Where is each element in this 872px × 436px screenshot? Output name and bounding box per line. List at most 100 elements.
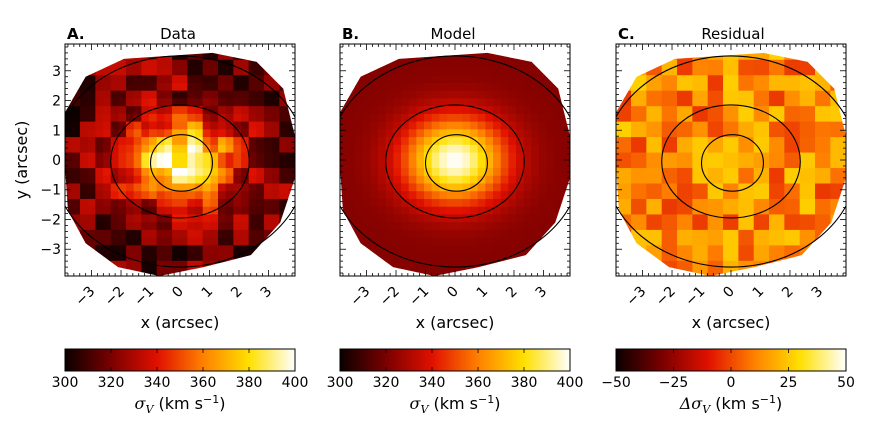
map-cell: [164, 175, 173, 184]
map-cell: [195, 206, 204, 215]
map-cell: [631, 159, 640, 169]
map-cell: [746, 136, 755, 145]
map-cell: [287, 229, 295, 238]
map-cell: [776, 121, 785, 130]
map-cell: [241, 190, 250, 199]
map-cell: [769, 66, 778, 76]
map-cell: [409, 44, 417, 52]
map-cell: [95, 136, 104, 145]
map-cell: [218, 267, 227, 276]
map-cell: [730, 182, 739, 192]
map-cell: [362, 74, 371, 83]
map-cell: [638, 237, 647, 246]
map-cell: [516, 82, 525, 91]
map-cell: [646, 44, 654, 52]
map-cell: [248, 74, 257, 83]
map-cell: [654, 144, 663, 153]
map-cell: [654, 198, 663, 207]
map-cell: [477, 213, 486, 223]
map-cell: [110, 52, 119, 60]
map-cell: [248, 190, 257, 199]
map-cell: [462, 182, 471, 192]
map-cell: [746, 252, 755, 261]
map-cell: [684, 198, 693, 207]
map-cell: [500, 167, 509, 176]
map-cell: [279, 82, 288, 91]
map-cell: [195, 175, 204, 184]
map-cell: [156, 167, 165, 176]
map-cell: [118, 175, 127, 184]
map-cell: [470, 105, 479, 114]
map-cell: [362, 198, 371, 207]
map-cell: [677, 52, 686, 60]
map-cell: [340, 44, 348, 52]
map-cell: [401, 121, 410, 130]
map-cell: [202, 121, 211, 130]
map-cell: [287, 237, 295, 246]
map-cell: [523, 144, 532, 153]
map-cell: [103, 175, 112, 184]
map-cell: [746, 82, 755, 91]
map-cell: [546, 128, 555, 138]
map-cell: [187, 244, 196, 254]
map-cell: [393, 167, 402, 176]
map-cell: [523, 175, 532, 184]
map-cell: [531, 175, 540, 184]
map-cell: [654, 151, 663, 161]
map-cell: [202, 97, 211, 107]
map-cell: [393, 105, 402, 114]
map-cell: [72, 190, 81, 199]
map-cell: [378, 82, 387, 91]
map-cell: [271, 159, 280, 169]
map-cell: [416, 144, 425, 153]
map-cell: [195, 90, 204, 99]
map-cell: [830, 190, 839, 199]
map-cell: [830, 128, 839, 138]
map-cell: [264, 167, 273, 176]
map-cell: [631, 244, 640, 254]
map-cell: [256, 151, 265, 161]
map-cell: [723, 128, 732, 138]
map-cell: [500, 90, 509, 99]
map-cell: [838, 252, 846, 261]
map-cell: [454, 113, 463, 122]
map-cell: [462, 159, 471, 169]
map-cell: [210, 252, 219, 261]
map-cell: [287, 144, 295, 153]
map-cell: [156, 151, 165, 161]
map-cell: [746, 113, 755, 122]
map-cell: [287, 74, 295, 83]
map-cell: [753, 97, 762, 107]
map-cell: [807, 206, 816, 215]
map-cell: [546, 59, 555, 68]
map-cell: [87, 74, 96, 83]
map-cell: [776, 136, 785, 145]
map-cell: [730, 229, 739, 238]
map-cell: [118, 237, 127, 246]
map-cell: [233, 113, 242, 122]
map-cell: [65, 267, 73, 276]
map-cell: [118, 144, 127, 153]
map-cell: [279, 237, 288, 246]
map-cell: [769, 221, 778, 230]
map-cell: [554, 167, 563, 176]
map-cell: [87, 136, 96, 145]
map-cell: [723, 182, 732, 192]
map-cell: [156, 113, 165, 122]
map-cell: [554, 52, 563, 60]
map-cell: [830, 151, 839, 161]
map-cell: [677, 136, 686, 145]
map-cell: [164, 267, 173, 276]
map-cell: [218, 175, 227, 184]
map-cell: [195, 229, 204, 238]
map-cell: [784, 244, 793, 254]
map-cell: [631, 221, 640, 230]
map-cell: [385, 52, 394, 60]
map-cell: [692, 66, 701, 76]
map-cell: [692, 267, 701, 276]
map-cell: [447, 175, 456, 184]
map-cell: [378, 144, 387, 153]
map-cell: [72, 175, 81, 184]
map-cell: [431, 90, 440, 99]
map-cell: [431, 97, 440, 107]
